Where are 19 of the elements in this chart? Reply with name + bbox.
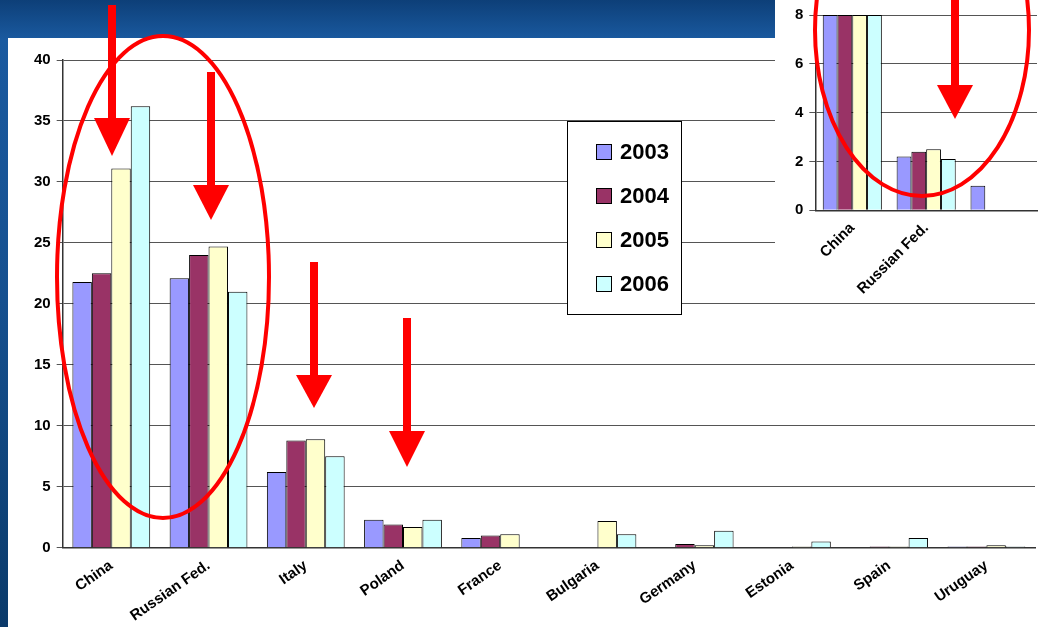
y-tick-label: 35 — [34, 111, 51, 129]
y-tick-label: 5 — [42, 476, 51, 494]
y-tick-label: 0 — [795, 200, 804, 218]
y-tick-label: 30 — [34, 172, 51, 190]
legend-label: 2003 — [620, 139, 669, 165]
x-tick-label: Italy — [275, 555, 311, 588]
y-tick-label: 2 — [795, 151, 804, 169]
y-tick-label: 10 — [34, 415, 51, 433]
y-tick-label: 25 — [34, 233, 51, 251]
y-tick-label: 20 — [34, 294, 51, 311]
y-tick-label: 8 — [795, 5, 804, 23]
y-tick-label: 4 — [795, 102, 804, 120]
y-tick-label: 0 — [42, 537, 51, 555]
y-tick-label: 40 — [34, 50, 51, 68]
y-tick-label: 6 — [795, 53, 804, 71]
legend-label: 2005 — [620, 227, 669, 253]
legend-label: 2004 — [620, 183, 669, 209]
y-tick-label: 15 — [34, 354, 51, 372]
legend-label: 2006 — [620, 271, 669, 297]
